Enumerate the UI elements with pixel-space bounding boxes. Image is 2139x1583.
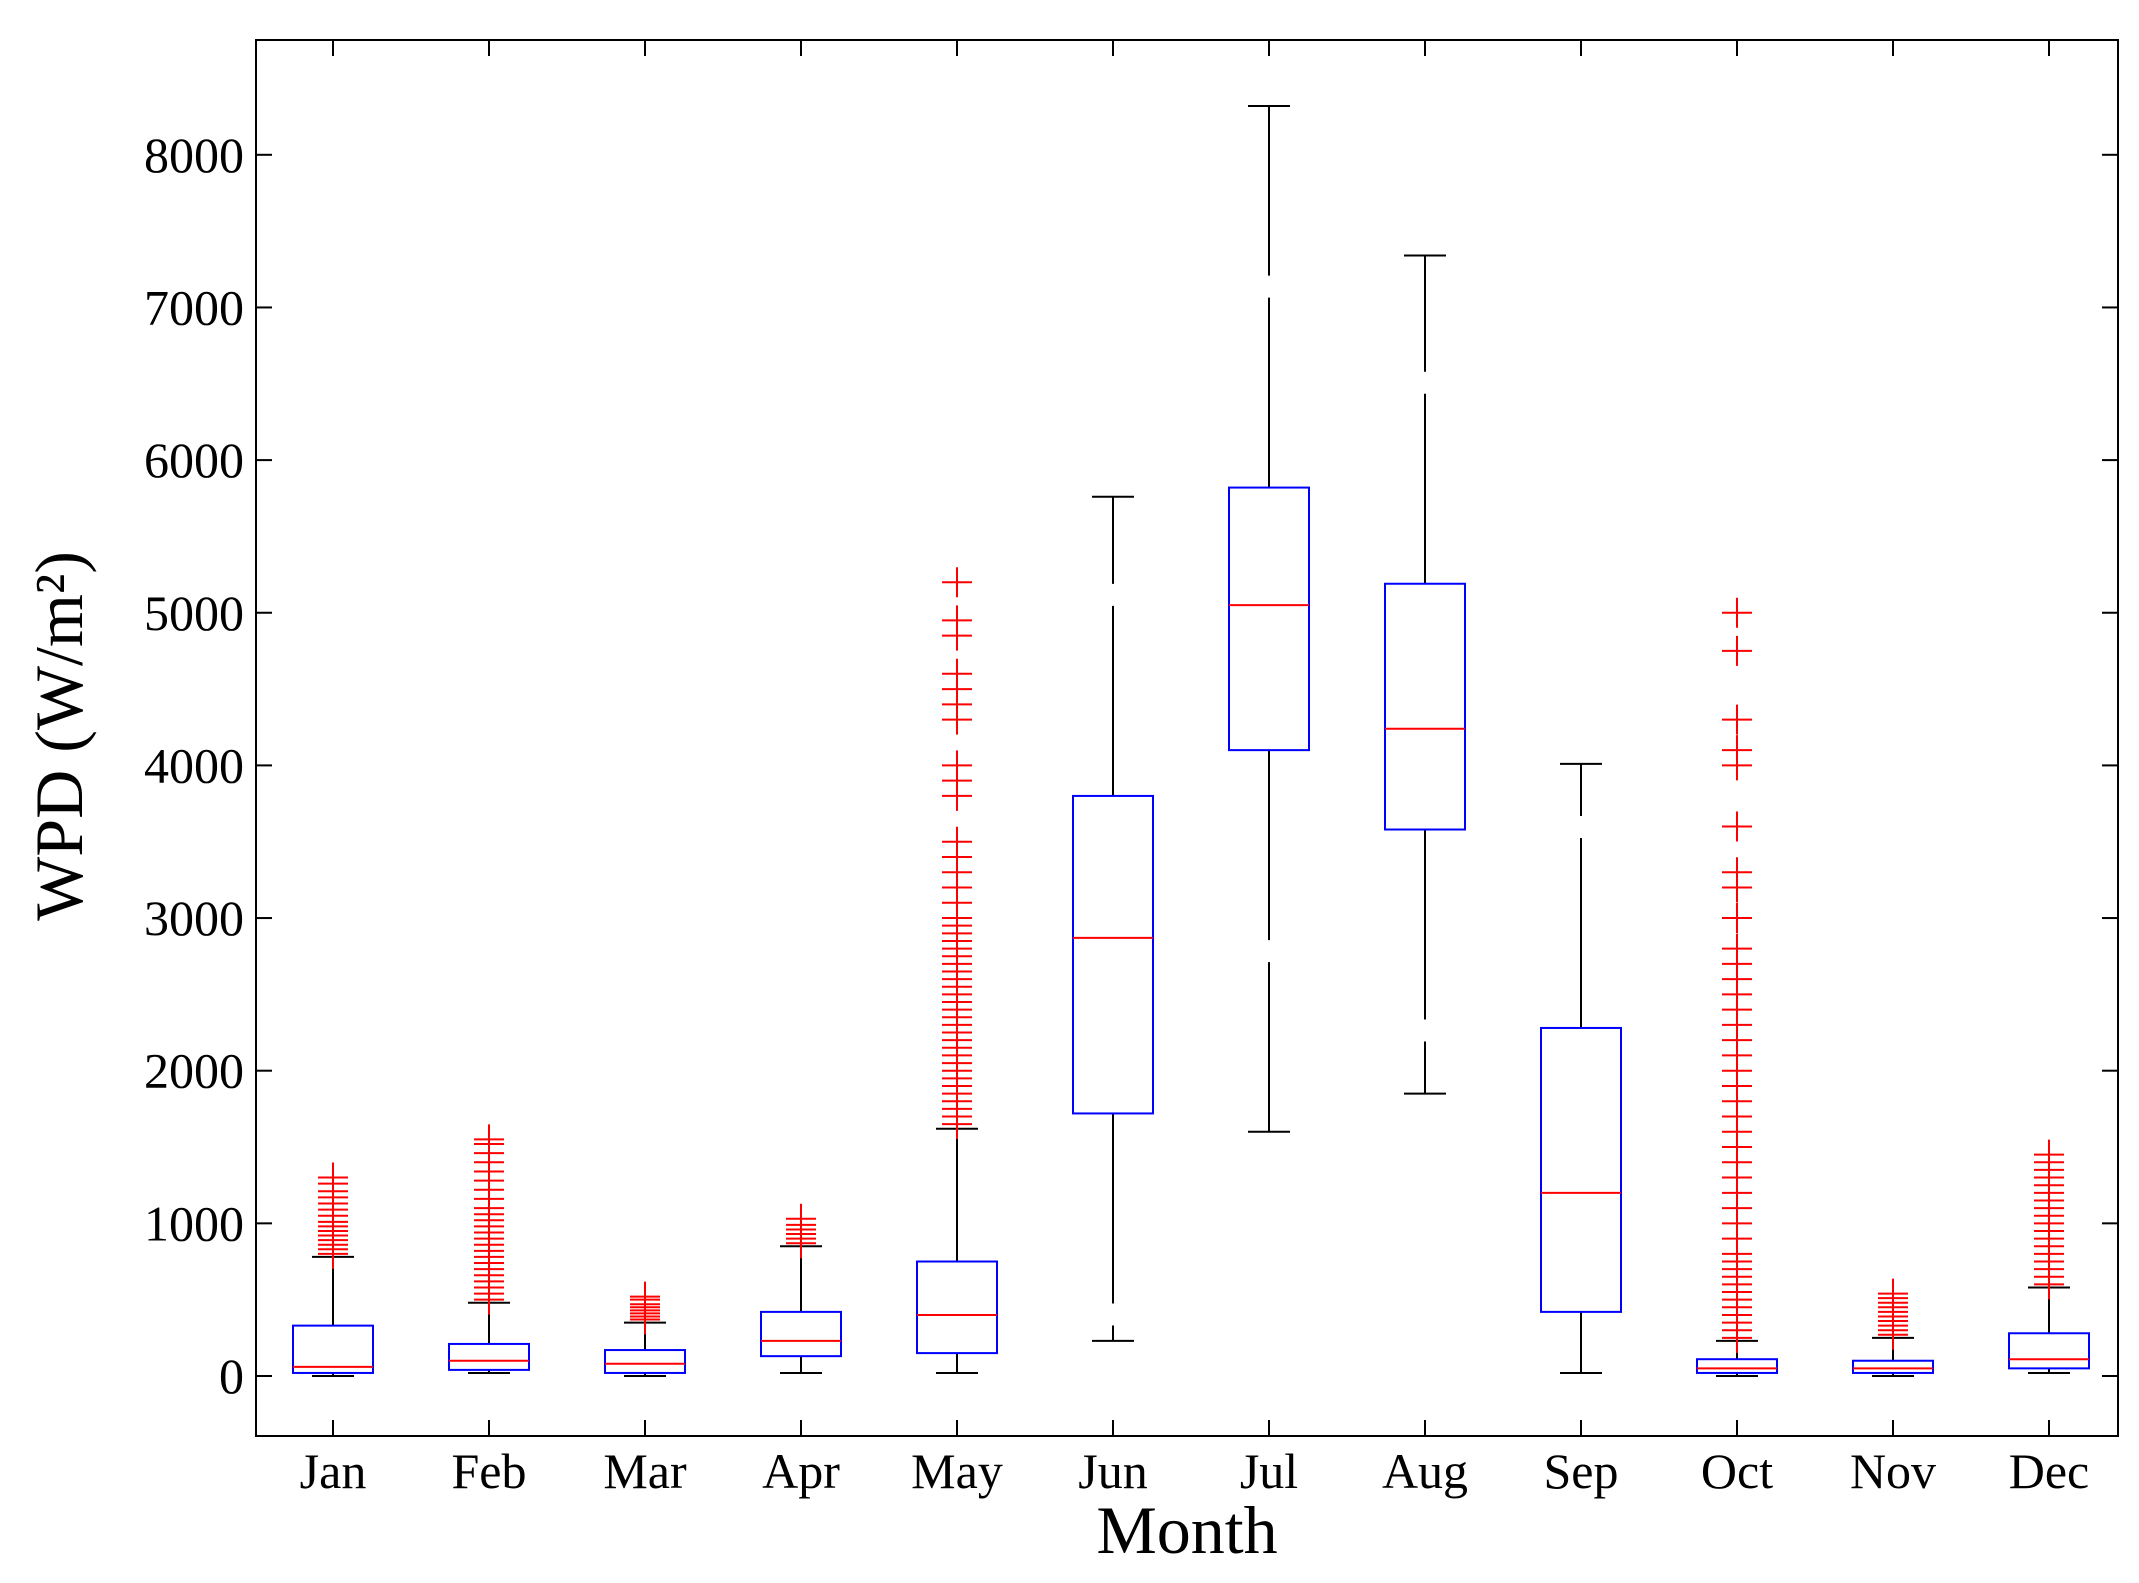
x-tick-label-sep: Sep: [1544, 1443, 1619, 1499]
iqr-box: [760, 1310, 842, 1358]
outlier-marker: [786, 1203, 816, 1234]
outlier-marker: [942, 750, 972, 781]
box-mar: [604, 1281, 686, 1377]
outlier-marker: [942, 605, 972, 636]
y-tick-label: 0: [219, 1348, 244, 1404]
x-tick-label-nov: Nov: [1850, 1443, 1936, 1499]
iqr-box: [1384, 582, 1466, 831]
x-tick-label-jan: Jan: [300, 1443, 367, 1499]
outlier-marker: [1722, 704, 1752, 735]
box-may: [916, 567, 998, 1374]
outlier-marker: [474, 1124, 504, 1155]
box-aug: [1384, 254, 1466, 1095]
outlier-marker: [942, 826, 972, 857]
y-tick-label: 8000: [144, 127, 244, 183]
x-tick-label-dec: Dec: [2009, 1443, 2090, 1499]
x-tick-label-mar: Mar: [603, 1443, 687, 1499]
outlier-marker: [1722, 597, 1752, 628]
box-sep: [1540, 762, 1622, 1374]
y-tick-label: 5000: [144, 585, 244, 641]
box-oct: [1696, 597, 1778, 1377]
iqr-box: [2008, 1332, 2090, 1370]
box-series: [292, 104, 2090, 1377]
outlier-marker: [1722, 933, 1752, 964]
outlier-marker: [942, 567, 972, 598]
iqr-box: [448, 1342, 530, 1371]
y-tick-label: 7000: [144, 279, 244, 335]
box-apr: [760, 1203, 842, 1374]
outlier-marker: [1722, 811, 1752, 842]
x-tick-label-feb: Feb: [452, 1443, 527, 1499]
box-feb: [448, 1124, 530, 1374]
y-axis-ticks: 0 1000 2000 3000 4000 5000 6000 7000 8000: [144, 127, 2118, 1404]
x-tick-label-oct: Oct: [1701, 1443, 1773, 1499]
x-tick-label-jun: Jun: [1078, 1443, 1147, 1499]
iqr-box: [604, 1349, 686, 1374]
y-tick-label: 1000: [144, 1195, 244, 1251]
outlier-marker: [318, 1162, 348, 1193]
y-axis-title: WPD (W/m²): [21, 551, 97, 921]
y-tick-label: 6000: [144, 432, 244, 488]
x-tick-label-jul: Jul: [1240, 1443, 1298, 1499]
y-tick-label: 2000: [144, 1043, 244, 1099]
x-axis-ticks: Jan Feb Mar Apr May Jun Jul Aug Sep Oct Nov Dec: [300, 40, 2090, 1499]
outlier-marker: [2034, 1139, 2064, 1170]
iqr-box: [1696, 1358, 1778, 1374]
plot-frame: [255, 39, 2119, 1437]
box-jan: [292, 1162, 374, 1377]
x-tick-label-aug: Aug: [1382, 1443, 1468, 1499]
y-tick-label: 3000: [144, 890, 244, 946]
box-dec: [2008, 1139, 2090, 1374]
iqr-box: [1540, 1026, 1622, 1313]
outlier-marker: [1722, 735, 1752, 766]
box-nov: [1852, 1278, 1934, 1377]
x-tick-label-apr: Apr: [762, 1443, 840, 1499]
outlier-marker: [1878, 1278, 1908, 1309]
outlier-marker: [1722, 903, 1752, 934]
outlier-marker: [942, 658, 972, 689]
iqr-box: [1852, 1359, 1934, 1374]
x-tick-label-may: May: [911, 1443, 1003, 1499]
box-jun: [1072, 495, 1154, 1342]
iqr-box: [1072, 794, 1154, 1115]
iqr-box: [292, 1324, 374, 1374]
x-axis-title: Month: [1096, 1492, 1277, 1568]
outlier-marker: [630, 1281, 660, 1312]
outlier-marker: [1722, 857, 1752, 888]
box-jul: [1228, 104, 1310, 1133]
iqr-box: [916, 1260, 998, 1355]
iqr-box: [1228, 486, 1310, 752]
outlier-marker: [1722, 635, 1752, 666]
y-tick-label: 4000: [144, 737, 244, 793]
